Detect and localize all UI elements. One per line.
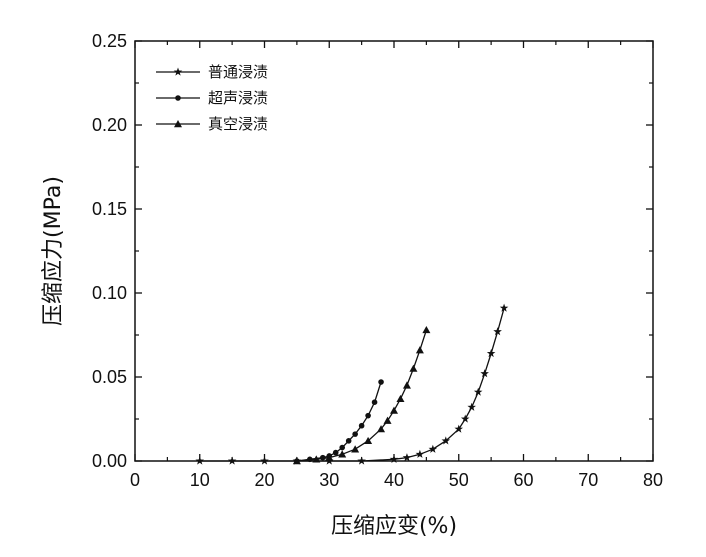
data-point: [416, 346, 424, 353]
data-point: [228, 457, 237, 465]
y-tick-label: 0.15: [92, 199, 127, 219]
series-triangle: [293, 326, 431, 464]
y-tick-label: 0.00: [92, 451, 127, 471]
y-tick-label: 0.20: [92, 115, 127, 135]
data-point: [333, 450, 339, 456]
data-point: [487, 349, 496, 357]
data-point: [422, 326, 430, 333]
legend-marker: [175, 95, 181, 101]
data-point: [429, 445, 438, 453]
data-point: [396, 395, 404, 402]
data-point: [403, 453, 412, 461]
data-point: [416, 450, 425, 458]
y-tick-label: 0.25: [92, 31, 127, 51]
series-circle: [294, 379, 384, 464]
data-point: [474, 388, 483, 396]
data-point: [260, 457, 269, 465]
data-point: [480, 369, 489, 377]
series-line: [297, 330, 427, 461]
data-point: [359, 423, 365, 429]
data-point: [384, 417, 392, 424]
data-point: [467, 403, 476, 411]
data-point: [352, 431, 358, 437]
x-tick-label: 20: [254, 470, 274, 490]
data-point: [409, 365, 417, 372]
x-axis-title: 压缩应变(%): [331, 514, 457, 539]
data-point: [461, 415, 470, 423]
legend-label: 普通浸渍: [208, 63, 268, 81]
data-point: [378, 379, 384, 385]
y-tick-label: 0.10: [92, 283, 127, 303]
x-tick-label: 10: [190, 470, 210, 490]
y-tick-label: 0.05: [92, 367, 127, 387]
x-tick-label: 50: [449, 470, 469, 490]
x-tick-label: 40: [384, 470, 404, 490]
data-point: [390, 407, 398, 414]
data-point: [339, 445, 345, 451]
data-point: [365, 413, 371, 419]
data-point: [346, 438, 352, 444]
series-star: [195, 304, 508, 465]
legend: 普通浸渍超声浸渍真空浸渍: [156, 63, 268, 133]
data-point: [357, 457, 366, 465]
x-tick-label: 70: [578, 470, 598, 490]
data-point: [351, 445, 359, 452]
data-point: [403, 381, 411, 388]
legend-marker: [174, 68, 183, 76]
legend-label: 真空浸渍: [208, 115, 268, 133]
data-point: [195, 457, 204, 465]
legend-label: 超声浸渍: [208, 89, 268, 107]
data-point: [372, 399, 378, 405]
series-line: [297, 382, 381, 461]
x-tick-label: 80: [643, 470, 663, 490]
y-axis-title: 压缩应力(MPa): [41, 176, 66, 326]
x-tick-label: 30: [319, 470, 339, 490]
x-tick-label: 60: [513, 470, 533, 490]
x-tick-label: 0: [130, 470, 140, 490]
data-point: [493, 327, 502, 335]
series-layer: [195, 304, 508, 465]
